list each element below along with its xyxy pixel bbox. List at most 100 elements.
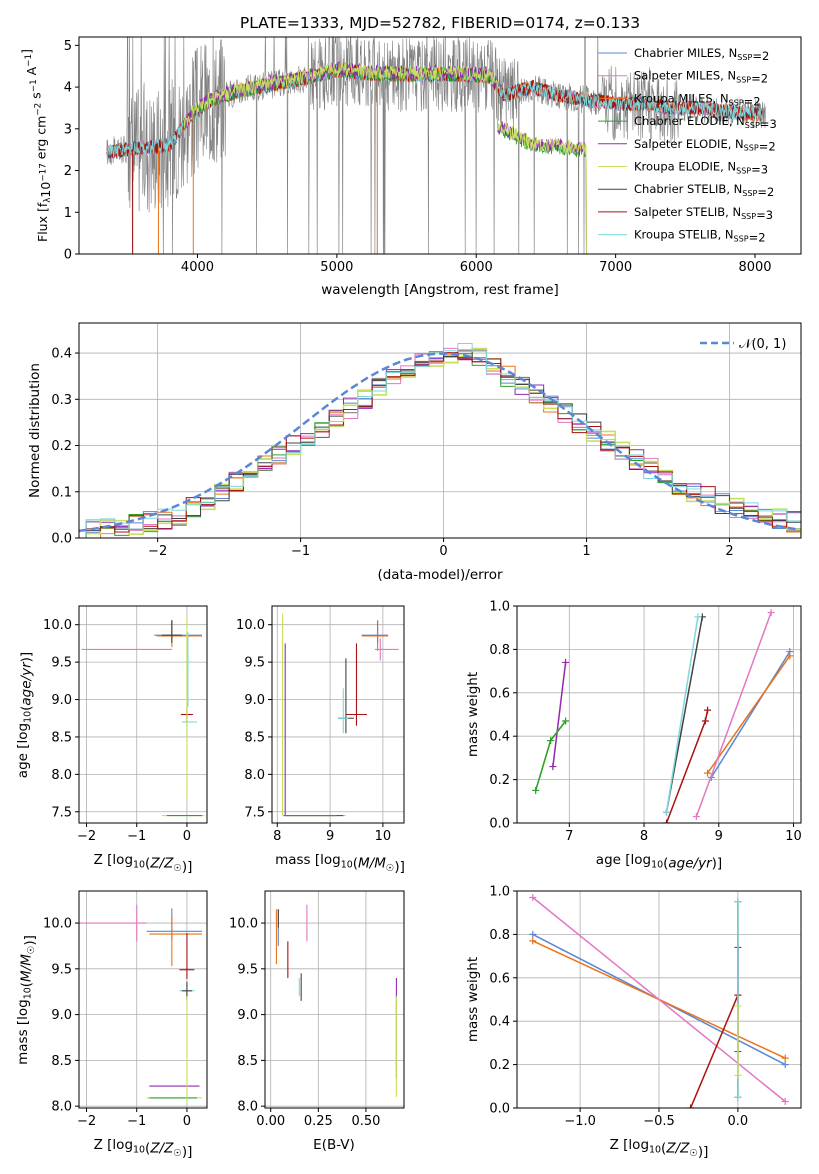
y-tick-label: 9.0	[51, 1008, 72, 1023]
y-axis-label: mass weight	[465, 957, 481, 1042]
x-axis-label: age [log10(age/yr)]	[596, 852, 722, 871]
x-tick-label: 0.25	[304, 1114, 333, 1129]
x-tick-label: −2	[77, 1114, 96, 1129]
axes-frame	[78, 322, 802, 539]
x-tick-label: 2	[725, 544, 733, 559]
x-axis-label: Z [log10(Z/Z☉)]	[610, 1137, 709, 1160]
plot-area	[275, 904, 397, 1098]
x-tick-label: 0	[183, 829, 191, 844]
hist-kroupa_stelib	[85, 343, 801, 538]
axes-frame	[78, 36, 802, 255]
legend-entry: Kroupa MILES, NSSP=2	[634, 91, 761, 108]
axes-frame	[516, 605, 802, 824]
marker-chabrier_elodie	[532, 786, 540, 794]
marker-salpeter_miles	[529, 894, 537, 902]
series-chabrier_elodie	[534, 720, 567, 791]
x-tick-label: −2	[148, 544, 167, 559]
y-tick-label: 3	[64, 122, 72, 137]
axes-frame	[78, 605, 208, 824]
y-tick-label: 9.5	[244, 656, 265, 671]
marker-salpeter_miles	[781, 1097, 789, 1105]
series-salpeter_miles	[532, 896, 786, 1103]
chart-z_weight: −1.0 −0.5 0.0 0.0 0.2 0.4 0.6 0.8 1.0 Z [log10(Z/…	[465, 885, 802, 1160]
axes-frame	[78, 890, 208, 1109]
x-tick-label: 4000	[181, 260, 214, 275]
x-tick-label: 10	[375, 829, 392, 844]
y-tick-label: 0.6	[489, 686, 510, 701]
series-kroupa_elodie	[534, 720, 567, 791]
chart-age_weight: 7 8 9 10 0.0 0.2 0.4 0.6 0.8 1.0 age [log10(age/yr…	[465, 600, 802, 872]
y-tick-label: 9.5	[51, 962, 72, 977]
legend-entry: Kroupa ELODIE, NSSP=3	[634, 160, 768, 177]
marker-salpeter_stelib	[704, 706, 712, 714]
y-tick-label: 1	[64, 206, 72, 221]
y-tick-label: 8.5	[51, 1054, 72, 1069]
marker-salpeter_stelib	[701, 717, 709, 725]
model-kroupa_elodie	[183, 62, 587, 254]
x-tick-label: 8	[640, 829, 648, 844]
series-kroupa_stelib	[665, 616, 699, 813]
x-tick-label: 0	[439, 544, 447, 559]
plot-area	[529, 894, 789, 1108]
legend-entry: Kroupa STELIB, NSSP=2	[634, 228, 766, 245]
y-tick-label: 9.0	[51, 693, 72, 708]
plot-area	[79, 343, 801, 538]
x-tick-label: −1	[127, 829, 146, 844]
marker-kroupa_stelib	[734, 898, 742, 906]
y-tick-label: 0.0	[489, 817, 510, 832]
y-axis-label: mass weight	[465, 672, 481, 757]
x-axis-label: Z [log10(Z/Z☉)]	[94, 1137, 193, 1160]
chart-spectrum: 4000 5000 6000 7000 8000 0 1 2 3 4 5 wavelength [An…	[19, 36, 802, 298]
y-tick-label: 0	[64, 248, 72, 263]
y-tick-label: 8.0	[237, 1100, 258, 1115]
x-tick-label: −1	[291, 544, 310, 559]
x-tick-label: −0.5	[643, 1114, 675, 1129]
marker-salpeter_stelib	[687, 1104, 695, 1108]
plot-area	[106, 37, 767, 254]
axes-frame	[516, 890, 802, 1109]
x-tick-label: 0.00	[256, 1114, 285, 1129]
y-tick-label: 0.4	[489, 1015, 510, 1030]
marker-salpeter_elodie	[549, 763, 557, 771]
marker-salpeter_stelib	[662, 819, 670, 823]
model-salpeter_elodie	[183, 61, 587, 254]
x-tick-label: 10	[785, 829, 802, 844]
series-salpeter_stelib	[689, 994, 739, 1108]
x-tick-label: 5000	[320, 260, 353, 275]
marker-salpeter_miles	[692, 812, 700, 820]
x-axis-label: wavelength [Angstrom, rest frame]	[321, 282, 559, 298]
plot-area	[282, 613, 399, 817]
y-axis-label: Normed distribution	[27, 363, 43, 498]
plot-area	[81, 617, 205, 817]
y-axis-label: mass [log10(M/M☉)]	[15, 935, 38, 1065]
figure-title: PLATE=1333, MJD=52782, FIBERID=0174, z=0…	[240, 14, 640, 32]
x-tick-label: 7000	[599, 260, 632, 275]
legend-entry: Salpeter ELODIE, NSSP=2	[634, 137, 776, 154]
y-tick-label: 0.2	[51, 439, 72, 454]
gaussian-curve	[79, 352, 800, 533]
y-tick-label: 8.5	[237, 1054, 258, 1069]
marker-kroupa_miles	[786, 652, 794, 660]
y-tick-label: 7.5	[244, 805, 265, 820]
marker-kroupa_stelib	[662, 808, 670, 816]
y-tick-label: 8.0	[244, 768, 265, 783]
y-tick-label: 8.0	[51, 768, 72, 783]
y-tick-label: 1.0	[489, 885, 510, 900]
marker-chabrier_elodie	[547, 737, 555, 745]
x-axis-label: mass [log10(M/M☉)]	[275, 852, 405, 875]
x-tick-label: 8000	[738, 260, 771, 275]
marker-kroupa_stelib	[694, 613, 702, 621]
y-tick-label: 0.4	[489, 730, 510, 745]
x-tick-label: 0	[183, 1114, 191, 1129]
y-tick-label: 10.0	[43, 618, 72, 633]
x-tick-label: 9	[326, 829, 334, 844]
legend-entry: Salpeter MILES, NSSP=2	[634, 69, 768, 86]
y-tick-label: 9.0	[244, 693, 265, 708]
legend-entry: 𝒩(0, 1)	[739, 337, 786, 352]
axes-frame	[264, 890, 405, 1109]
y-tick-label: 0.8	[489, 643, 510, 658]
x-axis-label: Z [log10(Z/Z☉)]	[94, 852, 193, 875]
axes-frame	[271, 605, 405, 824]
y-tick-label: 7.5	[51, 805, 72, 820]
